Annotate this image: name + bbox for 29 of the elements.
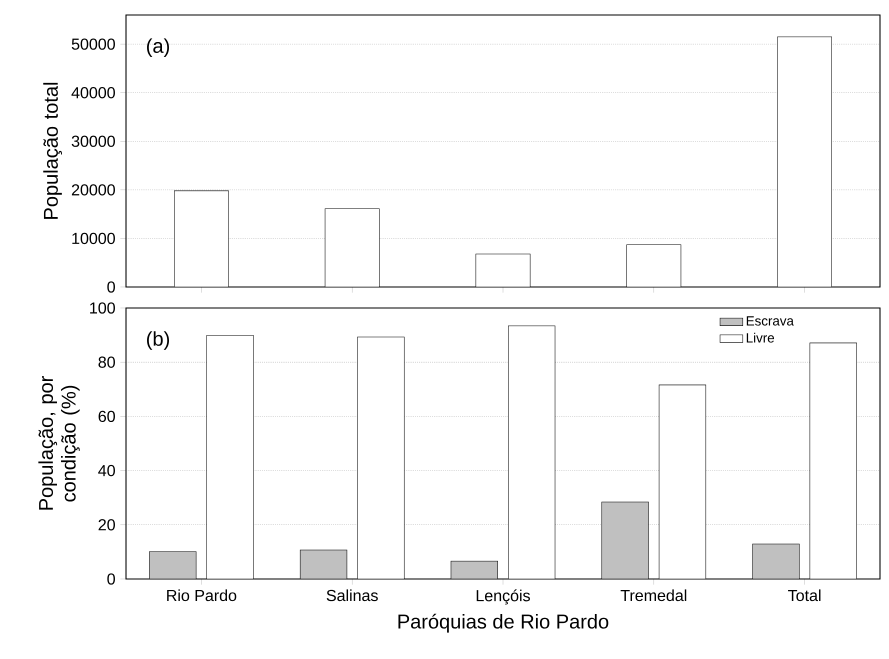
x-tick-label: Tremedal <box>620 589 686 602</box>
y-tick-label: 80 <box>98 356 115 368</box>
y-tick-label: 20 <box>98 519 115 530</box>
x-tick-label: Salinas <box>326 589 378 602</box>
bar <box>602 502 649 579</box>
y-tick-label: 10000 <box>72 232 115 244</box>
bar <box>300 550 348 579</box>
legend-label: Livre <box>746 332 774 343</box>
y-axis-title: População total <box>43 82 62 219</box>
legend-label: Escrava <box>746 316 794 326</box>
x-tick-label: Rio Pardo <box>167 589 236 602</box>
x-tick-label: Lençóis <box>476 589 530 605</box>
y-tick-label: 50000 <box>72 38 115 50</box>
y-axis-title: População, por condição (%) <box>38 376 80 510</box>
bar <box>752 544 800 579</box>
y-tick-label: 0 <box>107 281 115 293</box>
annotation: (b) <box>147 331 169 350</box>
y-tick-label: 60 <box>98 410 115 422</box>
y-tick-label: 40 <box>98 464 115 476</box>
annotation: (a) <box>147 38 169 57</box>
x-axis-title: Paróquias de Rio Pardo <box>398 614 608 633</box>
y-tick-label: 100 <box>90 302 115 314</box>
y-tick-label: 40000 <box>71 87 115 98</box>
bar <box>149 551 196 579</box>
y-tick-label: 0 <box>107 573 115 585</box>
y-tick-label: 30000 <box>72 136 115 147</box>
y-tick-label: 20000 <box>72 184 115 196</box>
x-tick-label: Total <box>788 589 820 602</box>
bar <box>450 560 498 579</box>
